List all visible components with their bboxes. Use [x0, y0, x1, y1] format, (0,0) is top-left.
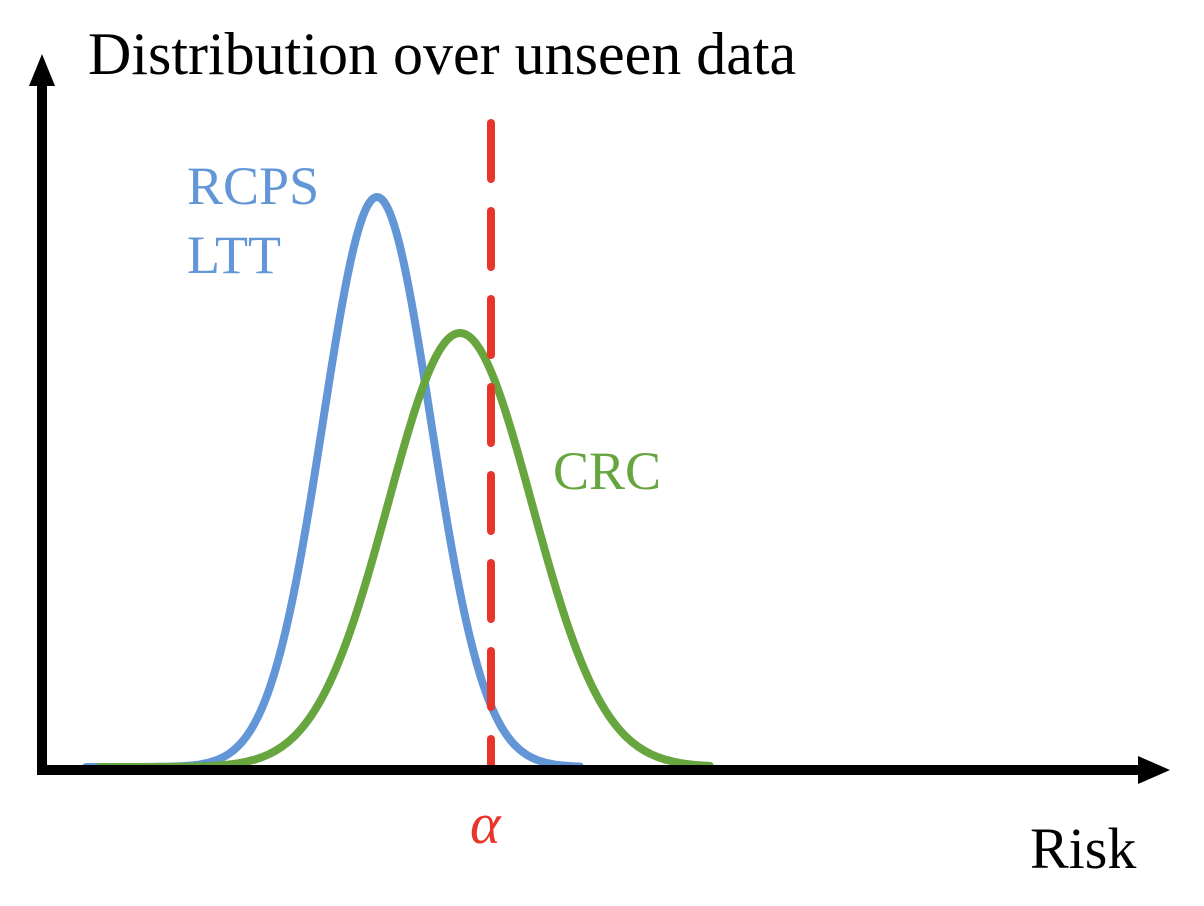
diagram-title: Distribution over unseen data	[88, 21, 796, 87]
ltt-label: LTT	[187, 225, 281, 285]
crc-curve	[96, 328, 714, 771]
y-axis-arrowhead	[29, 54, 55, 86]
crc-label: CRC	[553, 441, 661, 501]
rcps-label: RCPS	[187, 156, 319, 216]
x-axis-label: Risk	[1030, 816, 1136, 881]
alpha-label: α	[470, 791, 502, 856]
x-axis-arrowhead	[1138, 756, 1170, 784]
